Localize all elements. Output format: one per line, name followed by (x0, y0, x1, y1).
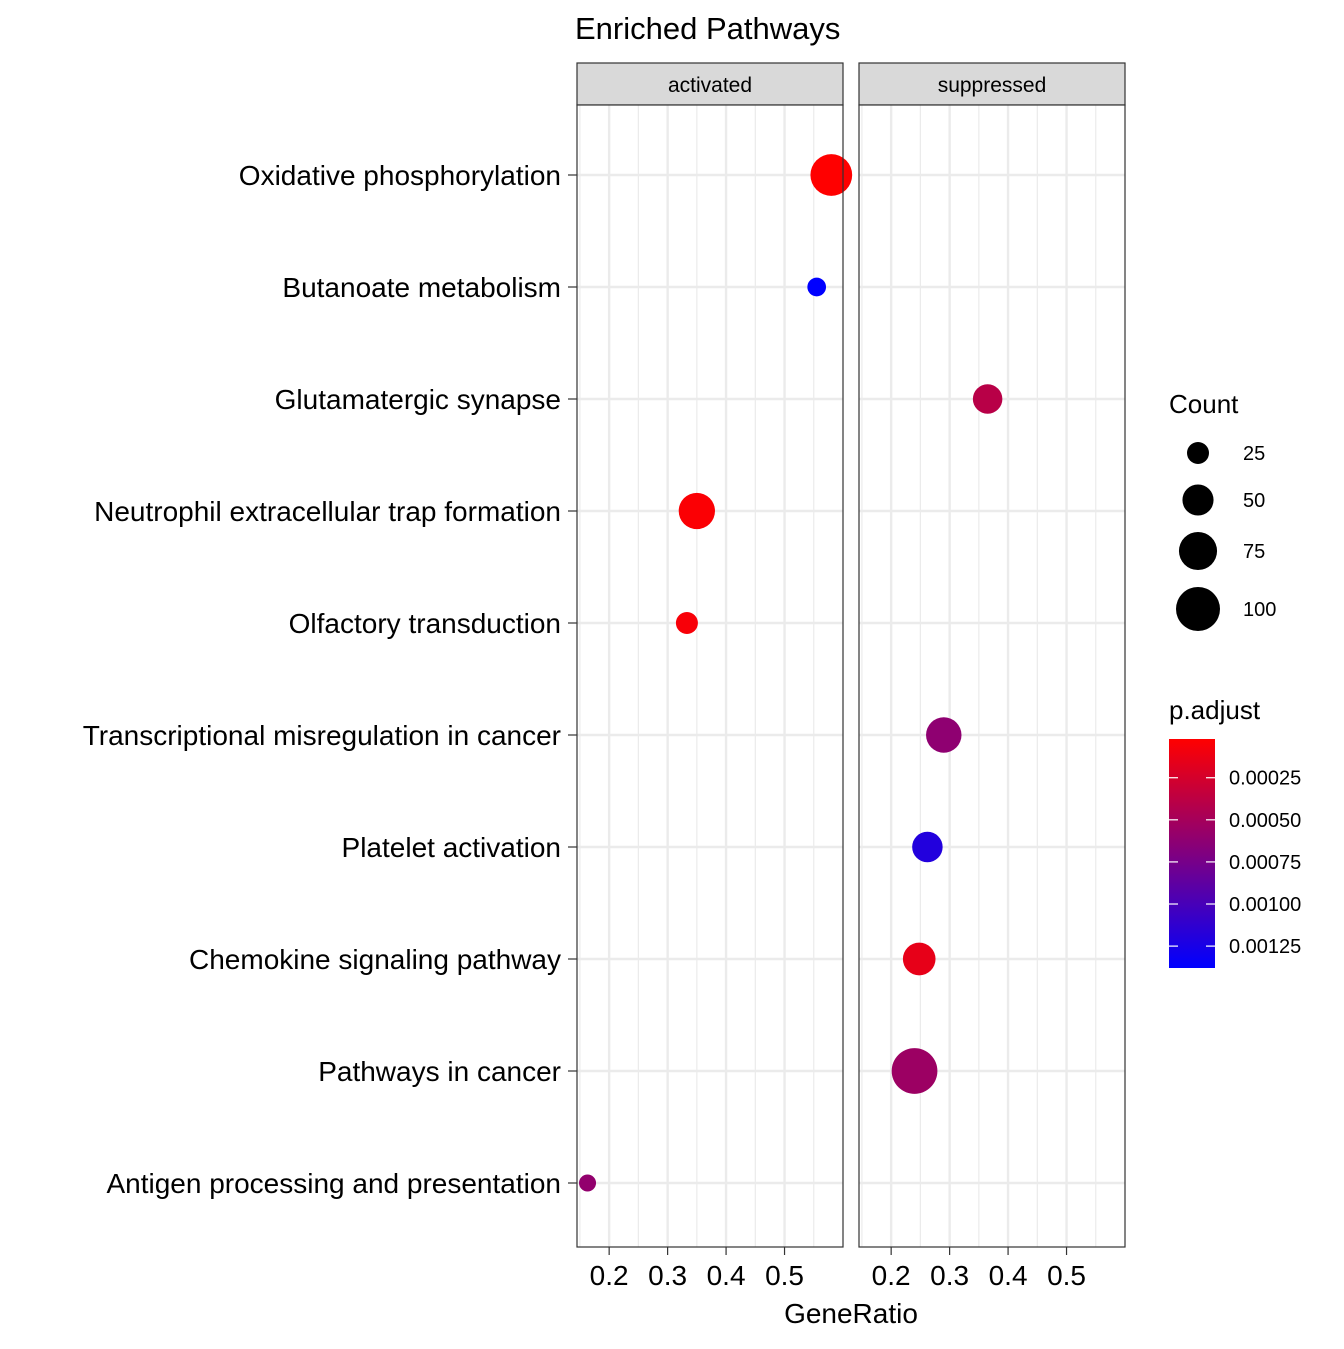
x-axis-title: GeneRatio (784, 1298, 918, 1329)
facet-strip (858, 62, 1126, 106)
data-point-3 (675, 612, 698, 634)
y-tick-label: Olfactory transduction (289, 608, 561, 639)
y-tick-label: Butanoate metabolism (282, 272, 561, 303)
panel-border (576, 104, 844, 1248)
y-tick-label: Transcriptional misregulation in cancer (83, 720, 561, 751)
data-point-6 (926, 717, 962, 753)
size-legend-label: 25 (1243, 443, 1265, 465)
size-legend-dot (1178, 531, 1218, 571)
data-point-4 (579, 1174, 597, 1192)
size-legend-label: 100 (1243, 599, 1276, 621)
facet-strip-label: suppressed (938, 74, 1047, 97)
y-tick-label: Platelet activation (342, 832, 561, 863)
data-point-9 (891, 1048, 938, 1094)
color-legend-label: 0.00125 (1229, 936, 1301, 958)
color-legend-label: 0.00025 (1229, 768, 1301, 790)
color-legend-bar (1169, 739, 1215, 968)
color-legend-title: p.adjust (1169, 695, 1261, 725)
data-point-5 (972, 384, 1003, 414)
data-point-2 (678, 492, 715, 530)
y-tick-label: Pathways in cancer (318, 1056, 561, 1087)
y-tick-label: Antigen processing and presentation (106, 1168, 561, 1199)
y-tick-label: Glutamatergic synapse (275, 384, 561, 415)
size-legend-label: 75 (1243, 541, 1265, 563)
y-tick-label: Chemokine signaling pathway (189, 944, 561, 975)
facet-strip-label: activated (668, 74, 752, 97)
data-point-1 (807, 277, 827, 297)
y-tick-label: Neutrophil extracellular trap formation (94, 496, 561, 527)
color-legend-label: 0.00050 (1229, 810, 1301, 832)
panel-border (858, 104, 1126, 1248)
x-tick-label: 0.3 (930, 1260, 969, 1291)
x-tick-label: 0.3 (648, 1260, 687, 1291)
x-tick-label: 0.2 (590, 1260, 629, 1291)
x-tick-label: 0.5 (765, 1260, 804, 1291)
size-legend-dot (1176, 587, 1220, 631)
x-tick-label: 0.4 (989, 1260, 1028, 1291)
x-tick-label: 0.2 (872, 1260, 911, 1291)
color-legend-label: 0.00075 (1229, 852, 1301, 874)
y-tick-label: Oxidative phosphorylation (239, 160, 561, 191)
chart-title: Enriched Pathways (575, 11, 840, 46)
color-legend-label: 0.00100 (1229, 894, 1301, 916)
x-tick-label: 0.5 (1047, 1260, 1086, 1291)
panel-background (577, 105, 843, 1247)
data-point-0 (810, 154, 853, 196)
size-legend-dot (1187, 442, 1209, 464)
data-point-8 (902, 942, 936, 976)
data-point-7 (912, 831, 943, 863)
size-legend-dot (1182, 484, 1214, 516)
size-legend-title: Count (1169, 389, 1239, 419)
x-tick-label: 0.4 (707, 1260, 746, 1291)
facet-strip (576, 62, 844, 106)
size-legend-label: 50 (1243, 490, 1265, 512)
